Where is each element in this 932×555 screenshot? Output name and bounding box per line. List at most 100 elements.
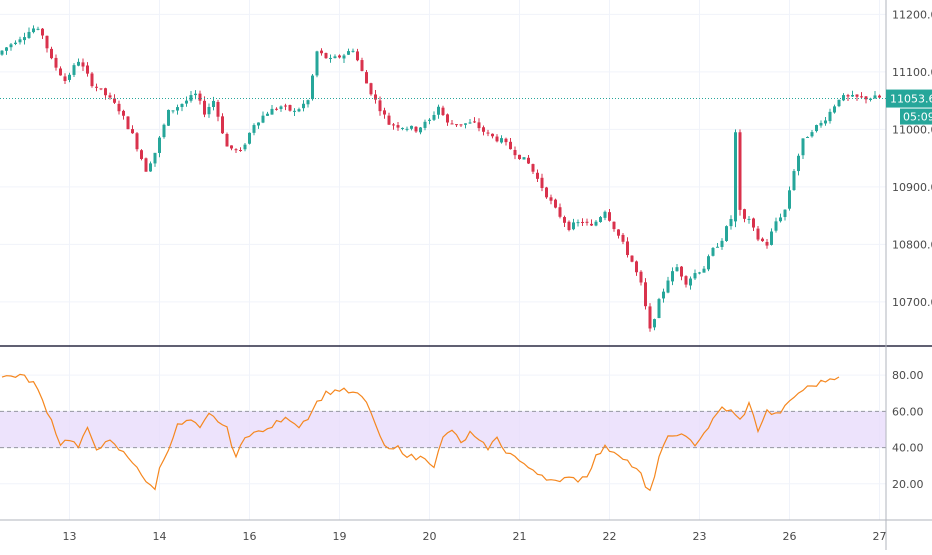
- candle-body: [815, 125, 818, 132]
- rsi-line: [1, 373, 840, 492]
- price-tick-label: 10700.00: [892, 296, 932, 309]
- candle-body: [302, 103, 305, 109]
- candle-body: [477, 122, 481, 129]
- candle-body: [540, 177, 544, 189]
- candle-body: [396, 125, 400, 128]
- candle-body: [324, 52, 328, 59]
- candle-body: [414, 126, 418, 132]
- x-tick-label: 21: [513, 530, 527, 543]
- candle-body: [531, 164, 535, 172]
- candle-body: [576, 222, 580, 224]
- price-tick-label: 11100.00: [892, 66, 932, 79]
- candle-body: [140, 150, 143, 159]
- candle-body: [230, 145, 233, 149]
- candle-body: [693, 273, 697, 279]
- candle-body: [455, 124, 458, 126]
- candle-body: [239, 149, 242, 151]
- candle-body: [261, 115, 265, 123]
- candle-body: [756, 228, 760, 240]
- current-price-label: 11053.60: [890, 93, 932, 106]
- candle-body: [851, 94, 854, 97]
- candle-body: [864, 96, 868, 100]
- x-tick-label: 23: [693, 530, 707, 543]
- candle-body: [783, 209, 787, 217]
- rsi-series: [1, 373, 840, 492]
- candle-body: [698, 272, 701, 274]
- candle-body: [608, 212, 611, 221]
- x-tick-label: 16: [243, 530, 257, 543]
- candle-body: [860, 96, 863, 98]
- candle-body: [167, 109, 170, 126]
- candle-body: [878, 95, 881, 98]
- candle-body: [819, 122, 823, 126]
- candle-body: [846, 95, 850, 97]
- candle-body: [180, 103, 184, 108]
- candle-body: [5, 47, 8, 51]
- candle-body: [135, 133, 139, 150]
- candle-body: [243, 144, 247, 150]
- candle-body: [171, 110, 175, 112]
- countdown-badge: [900, 108, 932, 125]
- candle-body: [671, 271, 674, 282]
- candle-body: [153, 152, 157, 164]
- x-tick-label: 26: [783, 530, 797, 543]
- candle-body: [621, 234, 625, 242]
- candlestick-series: [0, 25, 881, 332]
- candle-body: [149, 163, 152, 172]
- candle-body: [734, 132, 737, 222]
- rsi-tick-label: 80.00: [892, 369, 924, 382]
- candle-body: [288, 105, 292, 111]
- candle-body: [113, 98, 116, 103]
- candle-body: [558, 207, 562, 217]
- candle-body: [437, 106, 440, 115]
- candle-body: [158, 137, 161, 153]
- candle-body: [797, 155, 800, 172]
- x-tick-label: 13: [63, 530, 77, 543]
- candle-body: [225, 133, 229, 147]
- candle-body: [495, 136, 499, 142]
- candle-body: [234, 149, 238, 151]
- candle-body: [351, 50, 355, 52]
- candle-body: [747, 218, 751, 220]
- candle-body: [54, 57, 58, 68]
- candle-body: [599, 217, 602, 223]
- candle-body: [410, 125, 413, 129]
- candle-body: [45, 35, 49, 49]
- candle-body: [311, 75, 314, 100]
- candle-body: [513, 149, 517, 156]
- candle-body: [842, 95, 845, 101]
- countdown-label: 05:09: [903, 111, 932, 124]
- candle-body: [374, 94, 377, 100]
- candle-body: [729, 218, 733, 227]
- candle-body: [711, 247, 715, 256]
- candle-body: [549, 197, 553, 201]
- candle-body: [72, 65, 76, 75]
- candle-body: [792, 171, 796, 191]
- candle-body: [162, 124, 166, 138]
- candle-body: [387, 115, 391, 125]
- candle-body: [131, 129, 134, 134]
- candle-body: [504, 138, 508, 143]
- candle-body: [329, 57, 332, 59]
- candle-body: [594, 221, 598, 226]
- candle-body: [743, 209, 746, 219]
- candle-body: [347, 51, 350, 55]
- candle-body: [23, 37, 26, 41]
- candle-body: [432, 114, 436, 120]
- candle-body: [68, 74, 71, 80]
- candle-body: [522, 157, 526, 160]
- candle-body: [554, 199, 557, 208]
- candle-body: [86, 65, 89, 74]
- candle-body: [666, 280, 670, 293]
- candle-body: [77, 61, 80, 66]
- candle-body: [545, 187, 548, 198]
- candle-body: [468, 122, 472, 124]
- candle-body: [0, 50, 4, 55]
- candle-body: [855, 94, 859, 97]
- candle-body: [567, 221, 571, 230]
- candle-body: [212, 100, 215, 107]
- candle-body: [342, 55, 346, 59]
- candle-body: [689, 278, 692, 286]
